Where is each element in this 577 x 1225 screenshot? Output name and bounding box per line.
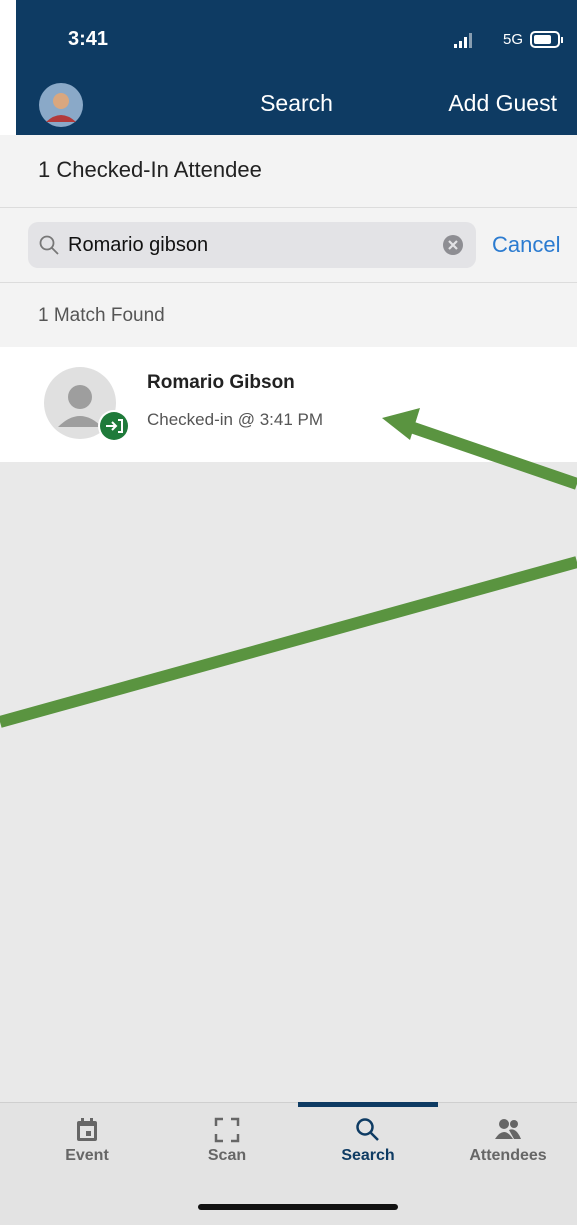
tab-search[interactable]: Search [298,1103,438,1183]
tab-label: Scan [208,1147,246,1164]
annotation-arrows [0,0,577,1225]
tab-attendees[interactable]: Attendees [438,1103,577,1183]
scan-icon [214,1117,240,1143]
tab-scan[interactable]: Scan [157,1103,297,1183]
tab-event[interactable]: Event [17,1103,157,1183]
home-indicator [198,1204,398,1210]
app-screen: 3:41 5G Search Add Guest 1 Checked-In At… [0,0,577,1225]
event-icon [75,1117,99,1143]
tab-label: Event [65,1147,109,1164]
tab-label: Search [341,1147,394,1164]
tab-label: Attendees [469,1147,546,1164]
attendees-icon [494,1117,522,1143]
active-tab-indicator [298,1102,438,1107]
search-tab-icon [355,1117,381,1143]
